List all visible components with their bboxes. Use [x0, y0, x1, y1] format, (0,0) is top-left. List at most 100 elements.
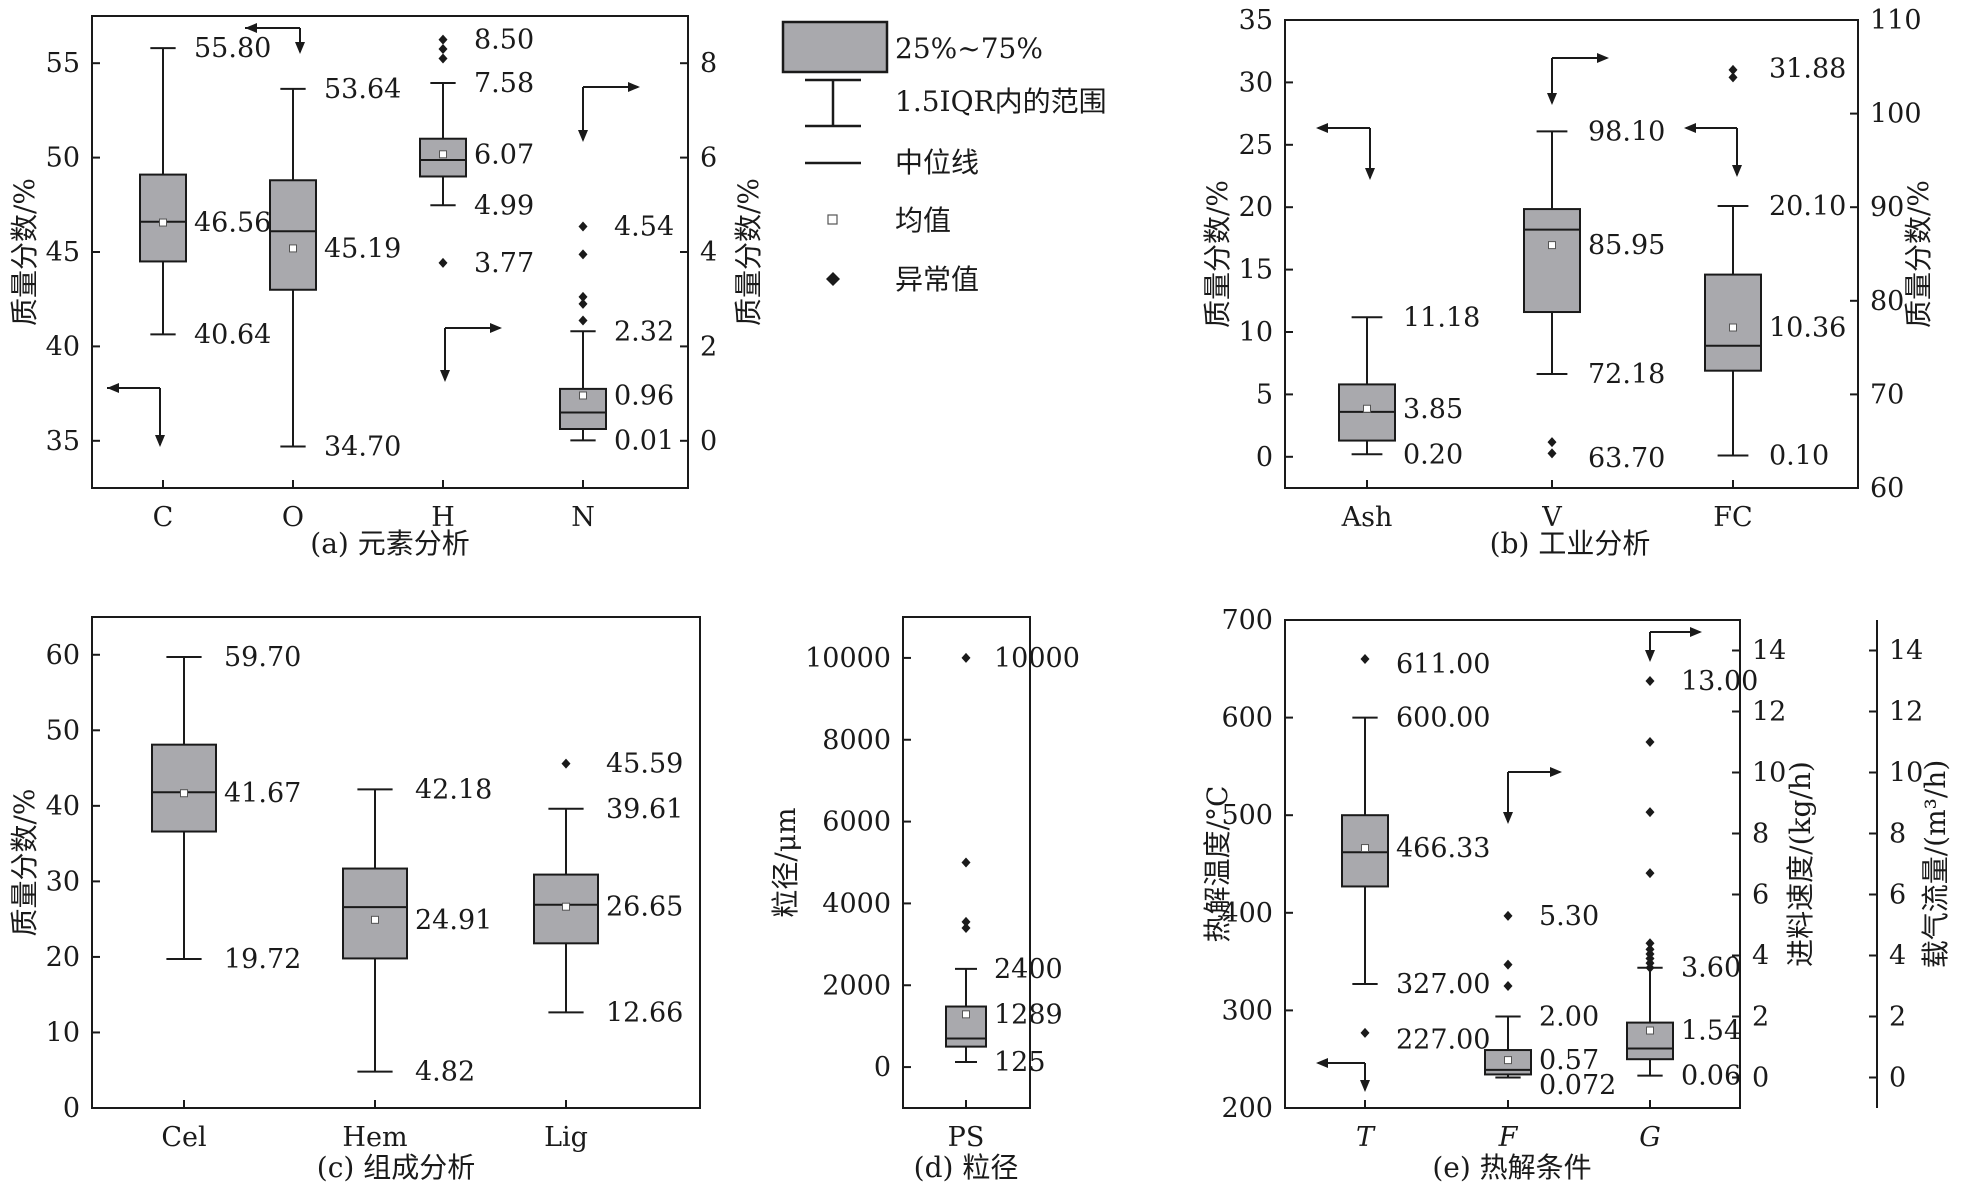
value-label: 98.10: [1588, 116, 1665, 147]
y-tick-label: 700: [1221, 605, 1273, 636]
value-label: 0.072: [1539, 1070, 1616, 1101]
value-label: 45.59: [606, 749, 683, 780]
axis-arrow-head: [295, 42, 305, 54]
value-label: 4.99: [474, 190, 534, 221]
axis-arrow-head: [245, 23, 257, 33]
value-label: 72.18: [1588, 359, 1665, 390]
y3-tick-label: 4: [1889, 941, 1906, 972]
outlier-point: [1547, 437, 1557, 448]
axis-arrow-head: [1597, 53, 1609, 63]
value-label: 1.54: [1681, 1016, 1741, 1047]
outlier-point: [961, 652, 971, 663]
mean-marker: [289, 244, 297, 253]
panel-c: [91, 616, 701, 1109]
y-tick-label: 10000: [805, 643, 891, 674]
value-label: 59.70: [224, 642, 301, 673]
value-label: 0.20: [1403, 439, 1463, 470]
x-tick-label: PS: [948, 1122, 985, 1153]
outlier-point: [1645, 868, 1655, 879]
box-iqr: [945, 1005, 987, 1048]
outlier-point: [961, 916, 971, 927]
axis-arrow-head: [628, 82, 640, 92]
value-label: 55.80: [194, 33, 271, 64]
y2-tick-label: 100: [1870, 99, 1922, 130]
panel-e: [1284, 619, 1878, 1109]
y3-tick-label: 0: [1889, 1063, 1906, 1094]
panel-a: [91, 15, 689, 489]
mean-marker: [579, 391, 587, 400]
value-label: 42.18: [415, 774, 492, 805]
value-label: 8.50: [474, 25, 534, 56]
y-tick-label: 400: [1221, 898, 1273, 929]
axis-arrow-head: [1547, 93, 1557, 105]
value-label: 0.96: [614, 380, 674, 411]
outlier-point: [1645, 676, 1655, 686]
x-tick-label: T: [1356, 1122, 1376, 1153]
y-tick-label: 60: [46, 640, 80, 671]
legend-box-swatch: [781, 20, 889, 74]
y3-tick-label: 2: [1889, 1002, 1906, 1033]
y-tick-label: 35: [1239, 5, 1273, 36]
legend-mean-marker: [827, 214, 838, 225]
axis-arrow-head: [155, 435, 165, 447]
axis-arrow-head: [1503, 812, 1513, 824]
x-tick-label: Lig: [544, 1122, 588, 1153]
y-axis-title: 质量分数/%: [8, 178, 41, 326]
y2-tick-label: 10: [1752, 758, 1786, 789]
y-tick-label: 300: [1221, 995, 1273, 1026]
x-tick-label: G: [1639, 1122, 1661, 1153]
value-label: 63.70: [1588, 443, 1665, 474]
value-label: 39.61: [606, 794, 683, 825]
y-tick-label: 25: [1239, 130, 1273, 161]
y-tick-label: 50: [46, 715, 80, 746]
y-tick-label: 10: [1239, 317, 1273, 348]
value-label: 85.95: [1588, 230, 1665, 261]
panel-e-frame: [1284, 619, 1741, 1109]
y2-tick-label: 90: [1870, 192, 1904, 223]
value-label: 53.64: [324, 74, 401, 105]
y-tick-label: 30: [46, 866, 80, 897]
y-tick-label: 500: [1221, 800, 1273, 831]
value-label: 2400: [994, 954, 1063, 985]
y2-tick-label: 8: [700, 48, 717, 79]
outlier-point: [1503, 981, 1513, 991]
outlier-point: [578, 298, 588, 309]
y2-tick-label: 70: [1870, 379, 1904, 410]
box-iqr: [1523, 208, 1581, 314]
y-tick-label: 6000: [822, 807, 891, 838]
axis-arrow-head: [440, 370, 450, 382]
axis-arrow-head: [107, 383, 119, 393]
value-label: 4.54: [614, 212, 674, 243]
value-label: 34.70: [324, 431, 401, 462]
y-tick-label: 40: [46, 331, 80, 362]
x-tick-label: C: [153, 502, 174, 533]
axis-arrow-head: [1360, 1080, 1370, 1092]
panel-caption: (a) 元素分析: [310, 527, 469, 560]
y2-tick-label: 80: [1870, 286, 1904, 317]
mean-marker: [1646, 1026, 1654, 1035]
outlier-point: [1503, 910, 1513, 921]
y-axis-title: 质量分数/%: [8, 788, 41, 936]
y-tick-label: 15: [1239, 255, 1273, 286]
outlier-point: [1645, 737, 1655, 747]
value-label: 611.00: [1396, 649, 1490, 680]
y2-tick-label: 110: [1870, 5, 1922, 36]
y2-tick-label: 12: [1752, 697, 1786, 728]
y2-axis-title: 质量分数/%: [732, 178, 765, 326]
value-label: 20.10: [1769, 191, 1846, 222]
value-label: 5.30: [1539, 901, 1599, 932]
outlier-point: [438, 44, 448, 55]
legend-median-label: 中位线: [895, 146, 979, 179]
y-tick-label: 55: [46, 48, 80, 79]
box-iqr: [1704, 273, 1762, 372]
outlier-point: [561, 758, 571, 769]
panel-caption: (e) 热解条件: [1432, 1151, 1591, 1184]
value-label: 466.33: [1396, 833, 1490, 864]
y2-tick-label: 2: [1752, 1002, 1769, 1033]
value-label: 0.10: [1769, 441, 1829, 472]
x-tick-label: F: [1498, 1122, 1519, 1153]
value-label: 40.64: [194, 319, 271, 350]
axis-arrow-head: [1550, 767, 1562, 777]
axis-arrow-head: [1316, 123, 1328, 133]
value-label: 327.00: [1396, 969, 1490, 1000]
